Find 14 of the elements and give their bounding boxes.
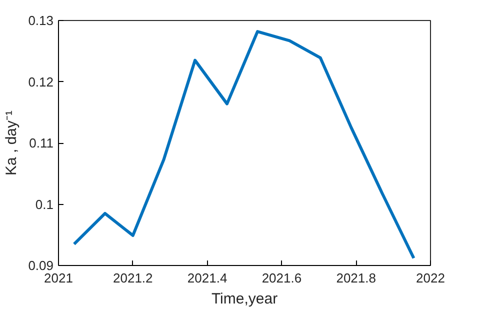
x-tick-label: 2021.6 <box>262 270 302 286</box>
y-tick-label: 0.12 <box>28 74 54 90</box>
x-tick-label: 2021.4 <box>187 270 228 286</box>
line-series <box>72 30 416 260</box>
x-tick-label: 2022 <box>416 270 445 286</box>
y-tick-label: 0.13 <box>28 13 54 28</box>
y-axis-title: Ka , day⁻¹ <box>3 110 20 176</box>
y-tick-label: 0.11 <box>29 136 54 150</box>
x-tick-label: 2021.8 <box>336 270 376 286</box>
x-axis-title: Time,year <box>211 290 278 308</box>
x-tick-label: 2021.2 <box>113 270 153 286</box>
y-tick-label: 0.09 <box>28 258 54 273</box>
x-tick-label: 2021 <box>44 270 73 286</box>
y-tick-label: 0.1 <box>35 196 54 212</box>
